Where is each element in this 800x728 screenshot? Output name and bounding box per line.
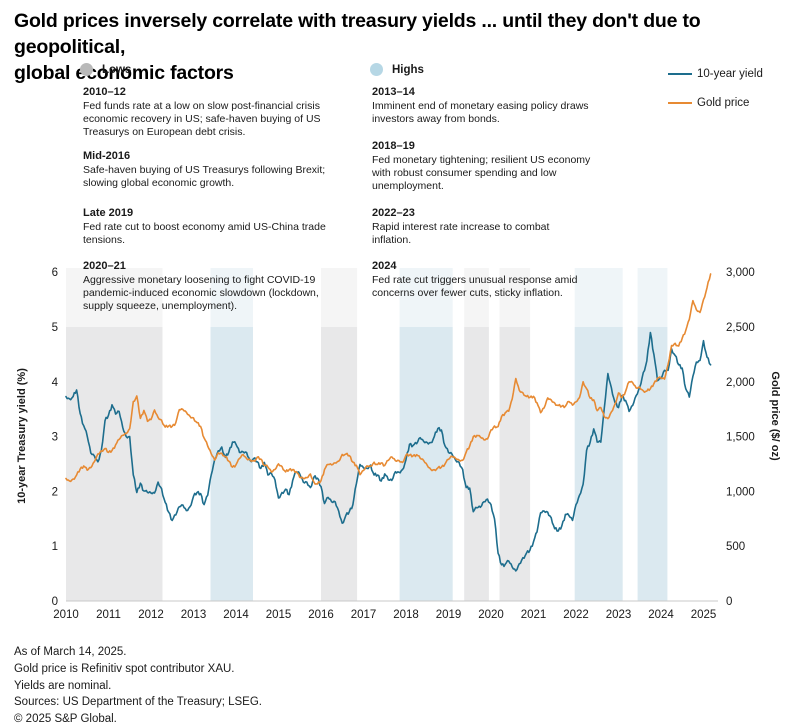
x-tick-label: 2023 [606,609,632,621]
10-year-yield-line [65,331,712,572]
annotation-lows-late-2019: Late 2019 Fed rate cut to boost economy … [83,207,383,247]
lows-key: Lows [80,63,131,76]
annotation-text: Aggressive monetary loosening to fight C… [83,274,319,313]
y-right-tick-label: 500 [726,541,745,553]
y-left-tick-label: 4 [52,377,59,389]
y-axis-title-right: Gold price ($/ oz) [769,371,781,461]
annotation-highs-2024: 2024 Fed rate cut triggers unusual respo… [372,260,672,300]
annotation-period: Mid-2016 [83,150,131,162]
gold-line-swatch-icon [668,101,692,105]
footnote-sources: Sources: US Department of the Treasury; … [14,696,262,709]
chart-title: Gold prices inversely correlate with tre… [14,10,701,84]
annotation-lows-2020-21: 2020–21 Aggressive monetary loosening to… [83,260,383,314]
series-legend: 10-year yield Gold price [668,66,763,111]
annotation-text: Fed rate cut to boost economy amid US-Ch… [83,221,326,247]
annotation-lows-mid-2016: Mid-2016 Safe-haven buying of US Treasur… [83,150,383,190]
y-axis-title-left: 10-year Treasury yield (%) [16,368,28,504]
legend-label-yield: 10-year yield [697,68,763,80]
x-tick-label: 2024 [648,609,674,621]
x-tick-label: 2011 [96,609,121,621]
y-right-tick-label: 2,000 [726,377,755,389]
y-left-tick-label: 5 [52,322,58,334]
x-tick-label: 2016 [308,609,334,621]
x-tick-label: 2010 [53,609,79,621]
annotation-text: Rapid interest rate increase to combat i… [372,221,550,247]
lows-label: Lows [102,63,132,76]
y-right-tick-label: 1,000 [726,486,755,498]
annotation-period: Late 2019 [83,207,134,219]
x-tick-label: 2013 [181,609,207,621]
x-tick-label: 2025 [691,609,717,621]
y-left-tick-label: 3 [52,432,58,444]
x-tick-label: 2020 [478,609,504,621]
x-tick-label: 2014 [223,609,249,621]
y-right-tick-label: 2,500 [726,322,755,334]
lows-dot-icon [80,63,93,76]
x-tick-label: 2012 [138,609,164,621]
annotation-text: Fed rate cut triggers unusual response a… [372,274,578,300]
legend-label-gold: Gold price [697,97,750,109]
y-right-tick-label: 3,000 [726,267,755,279]
annotation-period: 2010–12 [83,86,126,98]
highs-dot-icon [370,63,383,76]
x-tick-label: 2018 [393,609,419,621]
footnote-gold-source: Gold price is Refinitiv spot contributor… [14,662,235,675]
annotation-period: 2020–21 [83,260,126,272]
y-left-tick-label: 0 [52,596,58,608]
annotation-highs-2018-19: 2018–19 Fed monetary tightening; resilie… [372,140,672,194]
annotation-text: Safe-haven buying of US Treasurys follow… [83,164,326,190]
annotation-period: 2024 [372,260,397,272]
annotation-period: 2018–19 [372,140,415,152]
x-tick-label: 2022 [563,609,589,621]
x-tick-label: 2019 [436,609,462,621]
annotation-period: 2022–23 [372,207,415,219]
highs-label: Highs [392,63,424,76]
legend-item-gold: Gold price [668,95,763,111]
gold-price-line [65,273,712,485]
y-left-tick-label: 1 [52,541,58,553]
x-tick-label: 2021 [521,609,547,621]
annotation-lows-2010-12: 2010–12 Fed funds rate at a low on slow … [83,86,383,140]
footnotes: As of March 14, 2025. Gold price is Refi… [14,644,262,728]
annotation-period: 2013–14 [372,86,415,98]
annotation-highs-2022-23: 2022–23 Rapid interest rate increase to … [372,207,672,247]
x-tick-label: 2017 [351,609,377,621]
y-right-tick-label: 0 [726,596,732,608]
highs-key: Highs [370,63,424,76]
x-tick-label: 2015 [266,609,292,621]
band-fade-overlay [66,268,718,327]
footnote-as-of: As of March 14, 2025. [14,646,127,658]
annotation-text: Imminent end of monetary easing policy d… [372,100,589,126]
y-left-tick-label: 6 [52,267,58,279]
y-right-tick-label: 1,500 [726,432,755,444]
annotation-text: Fed funds rate at a low on slow post-fin… [83,100,321,139]
annotation-highs-2013-14: 2013–14 Imminent end of monetary easing … [372,86,672,126]
annotation-text: Fed monetary tightening; resilient US ec… [372,154,591,193]
yield-line-swatch-icon [668,72,692,76]
footnote-yields: Yields are nominal. [14,679,112,692]
legend-item-yield: 10-year yield [668,66,763,82]
y-left-tick-label: 2 [52,486,58,498]
